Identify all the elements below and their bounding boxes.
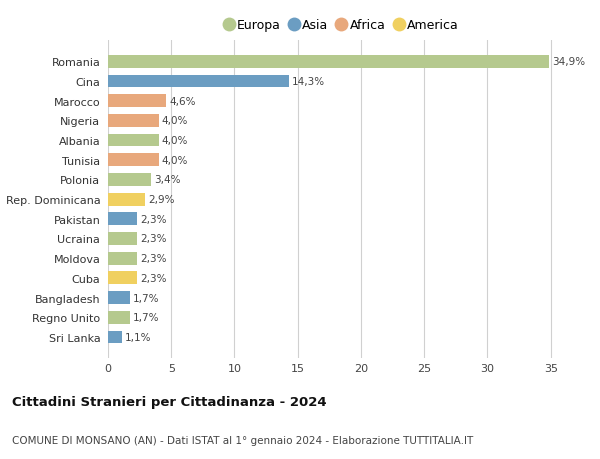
Text: 1,7%: 1,7%: [133, 293, 159, 303]
Bar: [108, 311, 130, 324]
Bar: [108, 233, 137, 246]
Bar: [108, 272, 137, 285]
Text: 1,1%: 1,1%: [125, 332, 152, 342]
Text: 3,4%: 3,4%: [154, 175, 181, 185]
Bar: [108, 174, 151, 186]
Text: 2,3%: 2,3%: [140, 214, 167, 224]
Bar: [108, 213, 137, 226]
Bar: [108, 56, 550, 68]
Bar: [108, 331, 122, 344]
Bar: [108, 291, 130, 304]
Text: 1,7%: 1,7%: [133, 313, 159, 323]
Bar: [108, 95, 166, 108]
Text: 2,9%: 2,9%: [148, 195, 175, 205]
Legend: Europa, Asia, Africa, America: Europa, Asia, Africa, America: [226, 19, 458, 32]
Bar: [108, 154, 158, 167]
Text: Cittadini Stranieri per Cittadinanza - 2024: Cittadini Stranieri per Cittadinanza - 2…: [12, 396, 326, 409]
Text: 4,0%: 4,0%: [162, 116, 188, 126]
Text: COMUNE DI MONSANO (AN) - Dati ISTAT al 1° gennaio 2024 - Elaborazione TUTTITALIA: COMUNE DI MONSANO (AN) - Dati ISTAT al 1…: [12, 435, 473, 445]
Text: 4,6%: 4,6%: [169, 96, 196, 106]
Text: 4,0%: 4,0%: [162, 136, 188, 146]
Text: 2,3%: 2,3%: [140, 273, 167, 283]
Bar: [108, 252, 137, 265]
Text: 34,9%: 34,9%: [553, 57, 586, 67]
Bar: [108, 193, 145, 206]
Text: 4,0%: 4,0%: [162, 155, 188, 165]
Bar: [108, 75, 289, 88]
Bar: [108, 115, 158, 128]
Bar: [108, 134, 158, 147]
Text: 14,3%: 14,3%: [292, 77, 325, 87]
Text: 2,3%: 2,3%: [140, 254, 167, 263]
Text: 2,3%: 2,3%: [140, 234, 167, 244]
